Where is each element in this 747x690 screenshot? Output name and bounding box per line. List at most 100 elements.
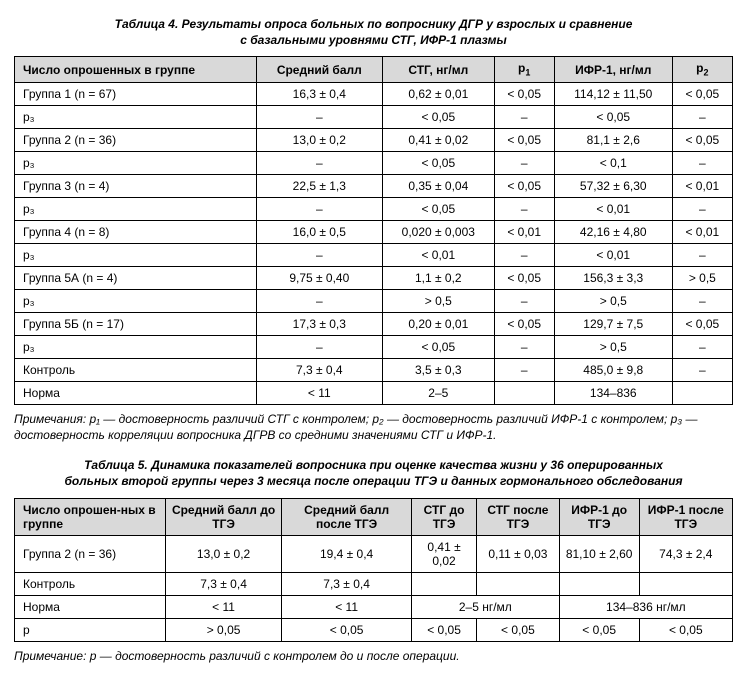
table4-col-2: СТГ, нг/мл [383, 57, 494, 82]
table5-cell: > 0,05 [165, 618, 281, 641]
table4-cell: – [256, 197, 383, 220]
table4-row: p₃–< 0,05–< 0,05– [15, 105, 733, 128]
table4-cell: – [256, 105, 383, 128]
table4-cell: < 0,01 [554, 243, 672, 266]
table4-cell: 156,3 ± 3,3 [554, 266, 672, 289]
table4-cell: < 0,05 [383, 197, 494, 220]
table5-cell: 134–836 нг/мл [559, 595, 732, 618]
table4-cell: < 0,01 [554, 197, 672, 220]
table4-cell: < 0,05 [383, 105, 494, 128]
table5-cell: < 0,05 [639, 618, 732, 641]
table4-row: Группа 2 (n = 36)13,0 ± 0,20,41 ± 0,02< … [15, 128, 733, 151]
table4-cell: – [256, 335, 383, 358]
table5-row: Норма< 11< 112–5 нг/мл134–836 нг/мл [15, 595, 733, 618]
table4-cell: < 11 [256, 381, 383, 404]
table4-cell [672, 381, 732, 404]
table4-cell: > 0,5 [383, 289, 494, 312]
table5-cell: 0,11 ± 0,03 [477, 535, 560, 572]
table5-row-label: Норма [15, 595, 166, 618]
table4-cell: 485,0 ± 9,8 [554, 358, 672, 381]
table4-cell: – [672, 358, 732, 381]
table4-cell: 0,62 ± 0,01 [383, 82, 494, 105]
table5-col-2: Средний балл после ТГЭ [282, 498, 412, 535]
table4-title-line1: Таблица 4. Результаты опроса больных по … [115, 17, 633, 31]
table4-cell: – [256, 243, 383, 266]
table5-title: Таблица 5. Динамика показателей вопросни… [14, 457, 733, 489]
table4-cell: 129,7 ± 7,5 [554, 312, 672, 335]
table4: Число опрошенных в группеСредний баллСТГ… [14, 56, 733, 404]
table5-cell: < 0,05 [559, 618, 639, 641]
table4-cell: 134–836 [554, 381, 672, 404]
table4-cell: – [494, 335, 554, 358]
table4-cell: 16,0 ± 0,5 [256, 220, 383, 243]
table4-cell: 9,75 ± 0,40 [256, 266, 383, 289]
table4-cell: – [672, 151, 732, 174]
table5-col-3: СТГ до ТГЭ [411, 498, 476, 535]
table4-cell: 0,20 ± 0,01 [383, 312, 494, 335]
table5-title-line1: Таблица 5. Динамика показателей вопросни… [84, 458, 663, 472]
table4-row: Норма< 112–5 134–836 [15, 381, 733, 404]
table4-cell: < 0,01 [672, 174, 732, 197]
table4-row-label: Норма [15, 381, 257, 404]
table5: Число опрошен-ных в группеСредний балл д… [14, 498, 733, 642]
table4-cell: < 0,05 [494, 312, 554, 335]
table4-cell: 16,3 ± 0,4 [256, 82, 383, 105]
table4-cell: 13,0 ± 0,2 [256, 128, 383, 151]
table4-cell: < 0,05 [383, 335, 494, 358]
table5-cell: 2–5 нг/мл [411, 595, 559, 618]
table4-cell: 81,1 ± 2,6 [554, 128, 672, 151]
table4-row: Группа 4 (n = 8)16,0 ± 0,50,020 ± 0,003<… [15, 220, 733, 243]
table5-cell: 19,4 ± 0,4 [282, 535, 412, 572]
table5-col-1: Средний балл до ТГЭ [165, 498, 281, 535]
table4-row-label: Группа 3 (n = 4) [15, 174, 257, 197]
table4-col-3: p1 [494, 57, 554, 82]
table4-cell: > 0,5 [672, 266, 732, 289]
table5-cell [411, 572, 476, 595]
table5-note: Примечание: p — достоверность различий с… [14, 648, 733, 664]
table4-cell: < 0,05 [494, 266, 554, 289]
table5-title-line2: больных второй группы через 3 месяца пос… [64, 474, 682, 488]
table4-row: p₃–< 0,05–> 0,5– [15, 335, 733, 358]
table4-col-0: Число опрошенных в группе [15, 57, 257, 82]
table4-cell: – [494, 289, 554, 312]
table4-cell: – [672, 105, 732, 128]
table4-cell: < 0,05 [494, 82, 554, 105]
table4-cell: 0,41 ± 0,02 [383, 128, 494, 151]
table5-cell [559, 572, 639, 595]
table4-cell: – [672, 335, 732, 358]
table4-cell: < 0,01 [494, 220, 554, 243]
table4-row-label: Группа 4 (n = 8) [15, 220, 257, 243]
table4-cell: 1,1 ± 0,2 [383, 266, 494, 289]
table5-cell: 7,3 ± 0,4 [282, 572, 412, 595]
table4-cell: < 0,05 [672, 312, 732, 335]
table4-cell [494, 381, 554, 404]
table4-row: p₃–< 0,01–< 0,01– [15, 243, 733, 266]
table4-header-row: Число опрошенных в группеСредний баллСТГ… [15, 57, 733, 82]
table5-cell: 7,3 ± 0,4 [165, 572, 281, 595]
table5-cell: 0,41 ± 0,02 [411, 535, 476, 572]
table5-cell: < 0,05 [282, 618, 412, 641]
table4-cell: 57,32 ± 6,30 [554, 174, 672, 197]
table4-cell: – [672, 197, 732, 220]
table4-note: Примечания: p₁ — достоверность различий … [14, 411, 733, 443]
table4-row: p₃–< 0,05–< 0,1– [15, 151, 733, 174]
table4-cell: – [494, 105, 554, 128]
table4-row-label: p₃ [15, 151, 257, 174]
table5-cell [639, 572, 732, 595]
table4-cell: 2–5 [383, 381, 494, 404]
table4-title: Таблица 4. Результаты опроса больных по … [14, 16, 733, 48]
table4-row-label: p₃ [15, 105, 257, 128]
table5-cell: < 0,05 [477, 618, 560, 641]
table4-cell: < 0,1 [554, 151, 672, 174]
table4-cell: > 0,5 [554, 289, 672, 312]
table5-cell: < 0,05 [411, 618, 476, 641]
table5-row: Группа 2 (n = 36)13,0 ± 0,219,4 ± 0,40,4… [15, 535, 733, 572]
table4-cell: 17,3 ± 0,3 [256, 312, 383, 335]
table5-row: Контроль7,3 ± 0,47,3 ± 0,4 [15, 572, 733, 595]
table4-cell: 0,35 ± 0,04 [383, 174, 494, 197]
table4-cell: 7,3 ± 0,4 [256, 358, 383, 381]
table4-col-1: Средний балл [256, 57, 383, 82]
table4-cell: < 0,05 [383, 151, 494, 174]
table5-col-5: ИФР-1 до ТГЭ [559, 498, 639, 535]
table4-cell: 0,020 ± 0,003 [383, 220, 494, 243]
